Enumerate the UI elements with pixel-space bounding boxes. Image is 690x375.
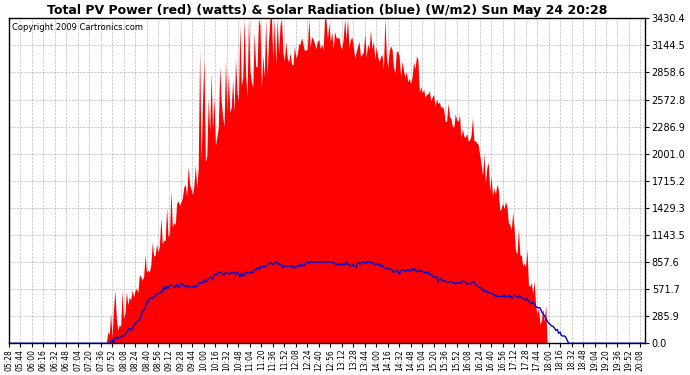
- Title: Total PV Power (red) (watts) & Solar Radiation (blue) (W/m2) Sun May 24 20:28: Total PV Power (red) (watts) & Solar Rad…: [46, 4, 607, 17]
- Text: Copyright 2009 Cartronics.com: Copyright 2009 Cartronics.com: [12, 23, 143, 32]
